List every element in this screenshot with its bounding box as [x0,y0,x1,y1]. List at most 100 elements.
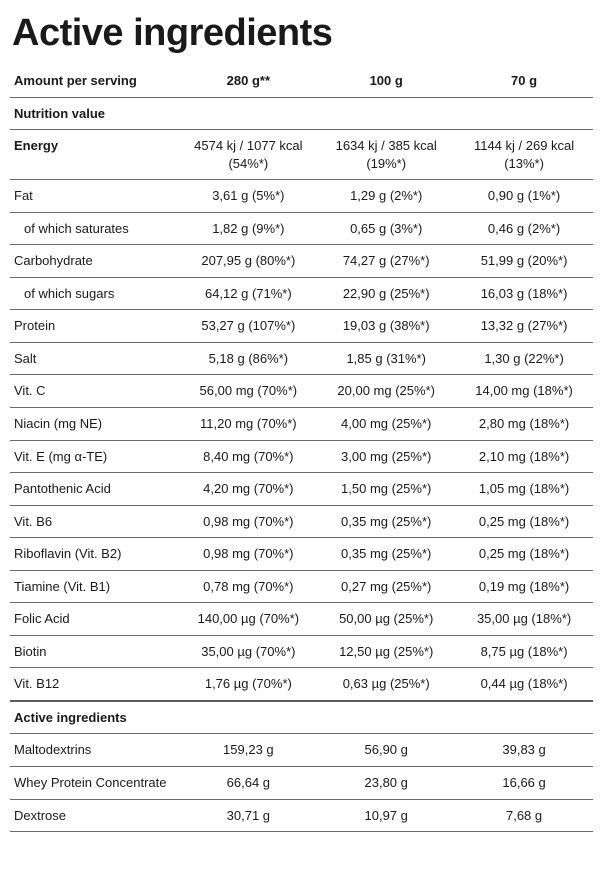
row-label: Vit. B12 [10,668,179,701]
row-value: 35,00 µg (18%*) [455,603,593,636]
table-row: Whey Protein Concentrate66,64 g23,80 g16… [10,767,593,800]
row-value: 14,00 mg (18%*) [455,375,593,408]
row-value: 0,27 mg (25%*) [317,570,455,603]
section-header-row: Active ingredients [10,701,593,734]
row-value: 23,80 g [317,767,455,800]
row-label: Biotin [10,635,179,668]
row-value: 1144 kj / 269 kcal (13%*) [455,130,593,180]
table-row: Pantothenic Acid4,20 mg (70%*)1,50 mg (2… [10,473,593,506]
row-value: 1,76 µg (70%*) [179,668,317,701]
row-value: 39,83 g [455,734,593,767]
row-value: 30,71 g [179,799,317,832]
row-value: 0,46 g (2%*) [455,212,593,245]
row-value: 13,32 g (27%*) [455,310,593,343]
row-label: Salt [10,342,179,375]
row-label: of which saturates [10,212,179,245]
row-label: Vit. B6 [10,505,179,538]
table-row: Vit. C56,00 mg (70%*)20,00 mg (25%*)14,0… [10,375,593,408]
row-value: 140,00 µg (70%*) [179,603,317,636]
row-value: 16,66 g [455,767,593,800]
row-value: 3,00 mg (25%*) [317,440,455,473]
row-label: of which sugars [10,277,179,310]
table-row: Folic Acid140,00 µg (70%*)50,00 µg (25%*… [10,603,593,636]
row-value: 0,98 mg (70%*) [179,538,317,571]
row-label: Protein [10,310,179,343]
table-row: Riboflavin (Vit. B2)0,98 mg (70%*)0,35 m… [10,538,593,571]
page-title: Active ingredients [12,12,593,55]
row-label: Pantothenic Acid [10,473,179,506]
row-value: 51,99 g (20%*) [455,245,593,278]
header-label: Amount per serving [10,65,179,97]
table-header-row: Amount per serving 280 g** 100 g 70 g [10,65,593,97]
row-value: 64,12 g (71%*) [179,277,317,310]
row-label: Fat [10,180,179,213]
row-value: 0,44 µg (18%*) [455,668,593,701]
table-row: Protein53,27 g (107%*)19,03 g (38%*)13,3… [10,310,593,343]
row-value: 19,03 g (38%*) [317,310,455,343]
row-value: 0,65 g (3%*) [317,212,455,245]
table-row: of which sugars64,12 g (71%*)22,90 g (25… [10,277,593,310]
row-label: Tiamine (Vit. B1) [10,570,179,603]
header-col1: 280 g** [179,65,317,97]
row-value: 3,61 g (5%*) [179,180,317,213]
row-label: Whey Protein Concentrate [10,767,179,800]
table-row: Dextrose30,71 g10,97 g7,68 g [10,799,593,832]
row-value: 2,80 mg (18%*) [455,408,593,441]
section-header-label: Active ingredients [10,701,593,734]
row-value: 8,40 mg (70%*) [179,440,317,473]
row-label: Vit. E (mg α-TE) [10,440,179,473]
row-label: Folic Acid [10,603,179,636]
row-value: 1,82 g (9%*) [179,212,317,245]
row-value: 10,97 g [317,799,455,832]
row-value: 56,00 mg (70%*) [179,375,317,408]
row-value: 0,63 µg (25%*) [317,668,455,701]
row-value: 1,85 g (31%*) [317,342,455,375]
row-value: 0,19 mg (18%*) [455,570,593,603]
row-value: 12,50 µg (25%*) [317,635,455,668]
table-row: Vit. E (mg α-TE)8,40 mg (70%*)3,00 mg (2… [10,440,593,473]
row-value: 159,23 g [179,734,317,767]
table-row: Fat3,61 g (5%*)1,29 g (2%*)0,90 g (1%*) [10,180,593,213]
row-label: Riboflavin (Vit. B2) [10,538,179,571]
nutrition-table: Amount per serving 280 g** 100 g 70 g Nu… [10,65,593,832]
row-label: Maltodextrins [10,734,179,767]
row-label: Niacin (mg NE) [10,408,179,441]
section-header-row: Nutrition value [10,97,593,130]
row-value: 0,25 mg (18%*) [455,538,593,571]
row-value: 1,50 mg (25%*) [317,473,455,506]
row-value: 7,68 g [455,799,593,832]
row-value: 5,18 g (86%*) [179,342,317,375]
table-row: Salt5,18 g (86%*)1,85 g (31%*)1,30 g (22… [10,342,593,375]
row-value: 74,27 g (27%*) [317,245,455,278]
row-value: 0,90 g (1%*) [455,180,593,213]
row-value: 35,00 µg (70%*) [179,635,317,668]
row-value: 207,95 g (80%*) [179,245,317,278]
row-value: 56,90 g [317,734,455,767]
row-label: Dextrose [10,799,179,832]
header-col3: 70 g [455,65,593,97]
row-value: 53,27 g (107%*) [179,310,317,343]
row-value: 0,78 mg (70%*) [179,570,317,603]
table-row: Carbohydrate207,95 g (80%*)74,27 g (27%*… [10,245,593,278]
row-value: 20,00 mg (25%*) [317,375,455,408]
row-value: 2,10 mg (18%*) [455,440,593,473]
table-row: Tiamine (Vit. B1)0,78 mg (70%*)0,27 mg (… [10,570,593,603]
table-row: Vit. B60,98 mg (70%*)0,35 mg (25%*)0,25 … [10,505,593,538]
row-value: 0,25 mg (18%*) [455,505,593,538]
row-value: 0,35 mg (25%*) [317,505,455,538]
row-value: 4,20 mg (70%*) [179,473,317,506]
row-value: 1,29 g (2%*) [317,180,455,213]
row-value: 4574 kj / 1077 kcal (54%*) [179,130,317,180]
row-value: 1634 kj / 385 kcal (19%*) [317,130,455,180]
table-row: Niacin (mg NE)11,20 mg (70%*)4,00 mg (25… [10,408,593,441]
row-value: 50,00 µg (25%*) [317,603,455,636]
row-value: 1,30 g (22%*) [455,342,593,375]
row-value: 4,00 mg (25%*) [317,408,455,441]
table-row: Vit. B121,76 µg (70%*)0,63 µg (25%*)0,44… [10,668,593,701]
row-value: 0,35 mg (25%*) [317,538,455,571]
section-header-label: Nutrition value [10,97,593,130]
table-row: of which saturates1,82 g (9%*)0,65 g (3%… [10,212,593,245]
row-label: Carbohydrate [10,245,179,278]
row-value: 11,20 mg (70%*) [179,408,317,441]
row-label: Vit. C [10,375,179,408]
